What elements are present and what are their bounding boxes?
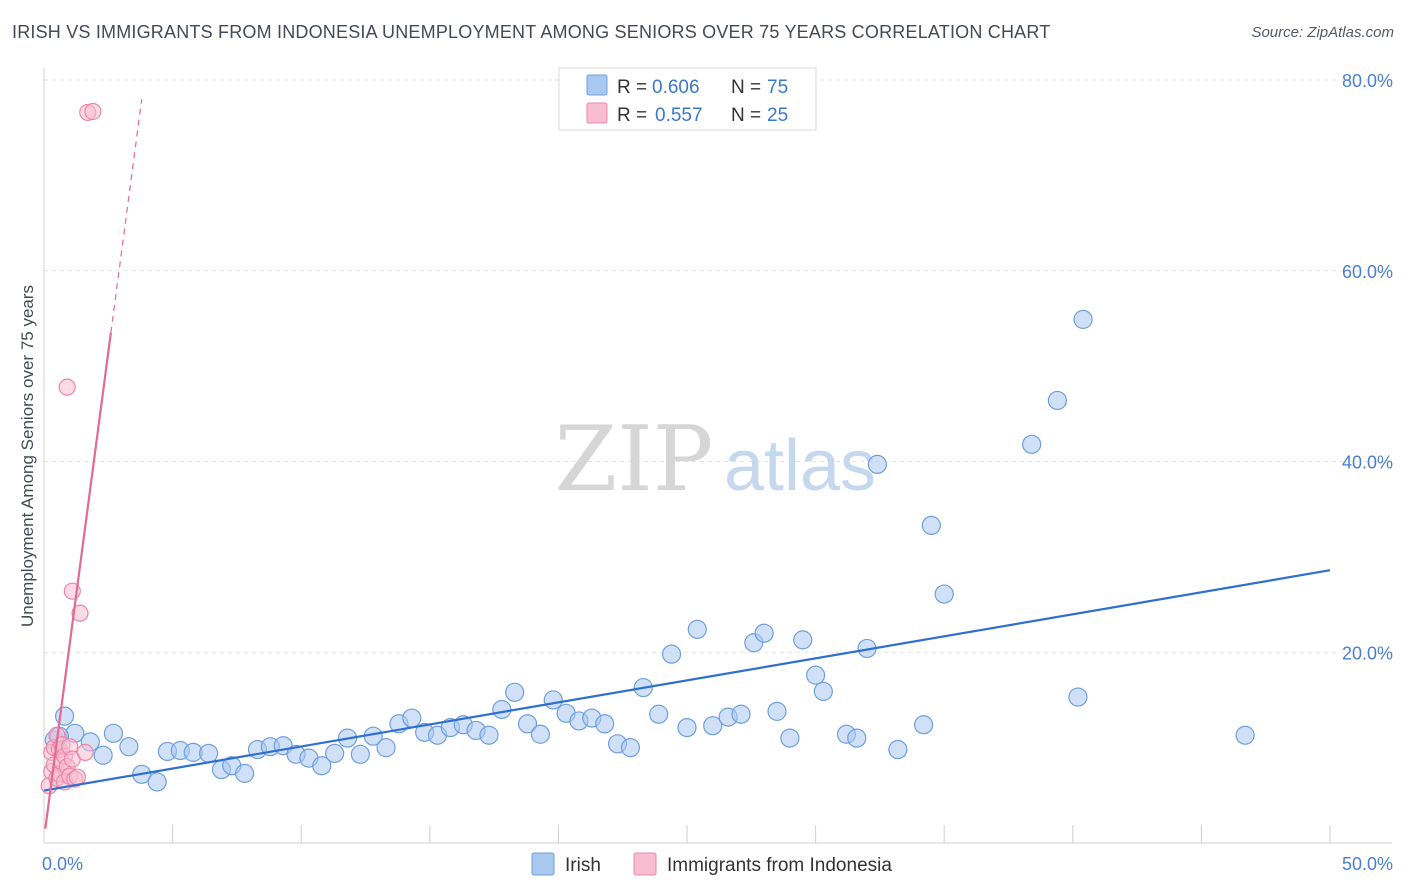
irish-point [1073, 309, 1093, 329]
irish-point [731, 704, 751, 724]
x-tick-labels: 0.0% 50.0% [42, 854, 1393, 874]
irish-point [543, 690, 563, 710]
legend-n-label-irish: N = [731, 77, 761, 98]
irish-point [687, 619, 707, 639]
irish-point [350, 744, 370, 764]
legend-r-label-irish: R = [617, 77, 647, 98]
indonesia-trend-line [44, 332, 112, 829]
chart-title: IRISH VS IMMIGRANTS FROM INDONESIA UNEMP… [12, 22, 1051, 42]
irish-point [934, 584, 954, 604]
irish-point [235, 763, 255, 783]
irish-point [517, 714, 538, 734]
y-tick-label: 80.0% [1342, 71, 1393, 91]
bottom-legend-label-irish: Irish [565, 855, 601, 876]
irish-point [780, 728, 800, 748]
legend-r-value-irish: 0.606 [652, 77, 700, 98]
legend-swatch-indonesia [586, 102, 608, 124]
indonesia-point [76, 743, 94, 761]
irish-points [44, 309, 1255, 792]
irish-point [1047, 390, 1067, 411]
axes [43, 68, 1392, 844]
legend-n-value-indonesia: 25 [767, 105, 788, 126]
irish-point [119, 737, 139, 757]
watermark: ZIP atlas [555, 407, 876, 512]
y-tick-labels: 20.0% 40.0% 60.0% 80.0% [1342, 71, 1393, 663]
irish-point [147, 772, 167, 792]
irish-point [921, 515, 941, 536]
y-tick-label: 60.0% [1342, 262, 1393, 282]
irish-point [677, 717, 697, 738]
irish-point [813, 681, 833, 701]
irish-point [767, 701, 787, 721]
y-tick-label: 20.0% [1342, 643, 1393, 663]
irish-point [103, 723, 124, 743]
irish-point [661, 644, 682, 664]
indonesia-point [84, 102, 102, 121]
irish-point [649, 704, 669, 724]
bottom-legend-swatch-irish [531, 852, 555, 876]
legend-swatch-irish [586, 74, 608, 96]
gridlines [44, 79, 1392, 653]
irish-point [847, 728, 867, 748]
irish-point [793, 630, 813, 650]
irish-point [93, 745, 113, 765]
top-legend: R = 0.606 N = 75 R = 0.557 N = 25 [558, 67, 817, 131]
trend-lines [43, 98, 1331, 829]
irish-point [479, 725, 499, 745]
irish-point [1235, 725, 1255, 745]
irish-point [530, 724, 550, 744]
indonesia-trend-extension [110, 98, 143, 333]
irish-trend-line [43, 569, 1331, 792]
bottom-legend: Irish Immigrants from Indonesia [531, 852, 892, 876]
indonesia-point [58, 378, 76, 396]
irish-point [199, 743, 219, 763]
watermark-zip: ZIP [555, 407, 714, 512]
irish-point [914, 715, 934, 735]
irish-point [376, 738, 396, 758]
watermark-atlas: atlas [724, 426, 876, 506]
y-axis-title: Unemployment Among Seniors over 75 years [18, 285, 37, 627]
irish-point [402, 708, 422, 728]
indonesia-points [40, 102, 102, 795]
irish-point [595, 714, 615, 734]
irish-point [492, 699, 512, 720]
legend-n-value-irish: 75 [767, 77, 788, 98]
irish-point [1068, 687, 1088, 707]
irish-point [805, 665, 826, 685]
source-label: Source: ZipAtlas.com [1251, 24, 1394, 41]
irish-point [620, 738, 641, 758]
bottom-legend-label-indonesia: Immigrants from Indonesia [667, 855, 892, 876]
legend-r-value-indonesia: 0.557 [655, 105, 703, 126]
legend-r-label-indonesia: R = [617, 105, 647, 126]
irish-point [703, 716, 723, 736]
indonesia-point [71, 604, 89, 622]
bottom-legend-swatch-indonesia [633, 852, 657, 876]
y-tick-label: 40.0% [1342, 453, 1393, 473]
x-tick-label: 0.0% [42, 854, 83, 874]
x-tick-label: 50.0% [1342, 854, 1393, 874]
irish-point [312, 756, 332, 776]
irish-point [867, 454, 887, 474]
irish-point [505, 682, 525, 702]
irish-point [325, 743, 345, 763]
irish-point [1022, 434, 1042, 454]
legend-n-label-indonesia: N = [731, 105, 761, 126]
irish-point [754, 623, 774, 643]
irish-point [888, 739, 908, 760]
